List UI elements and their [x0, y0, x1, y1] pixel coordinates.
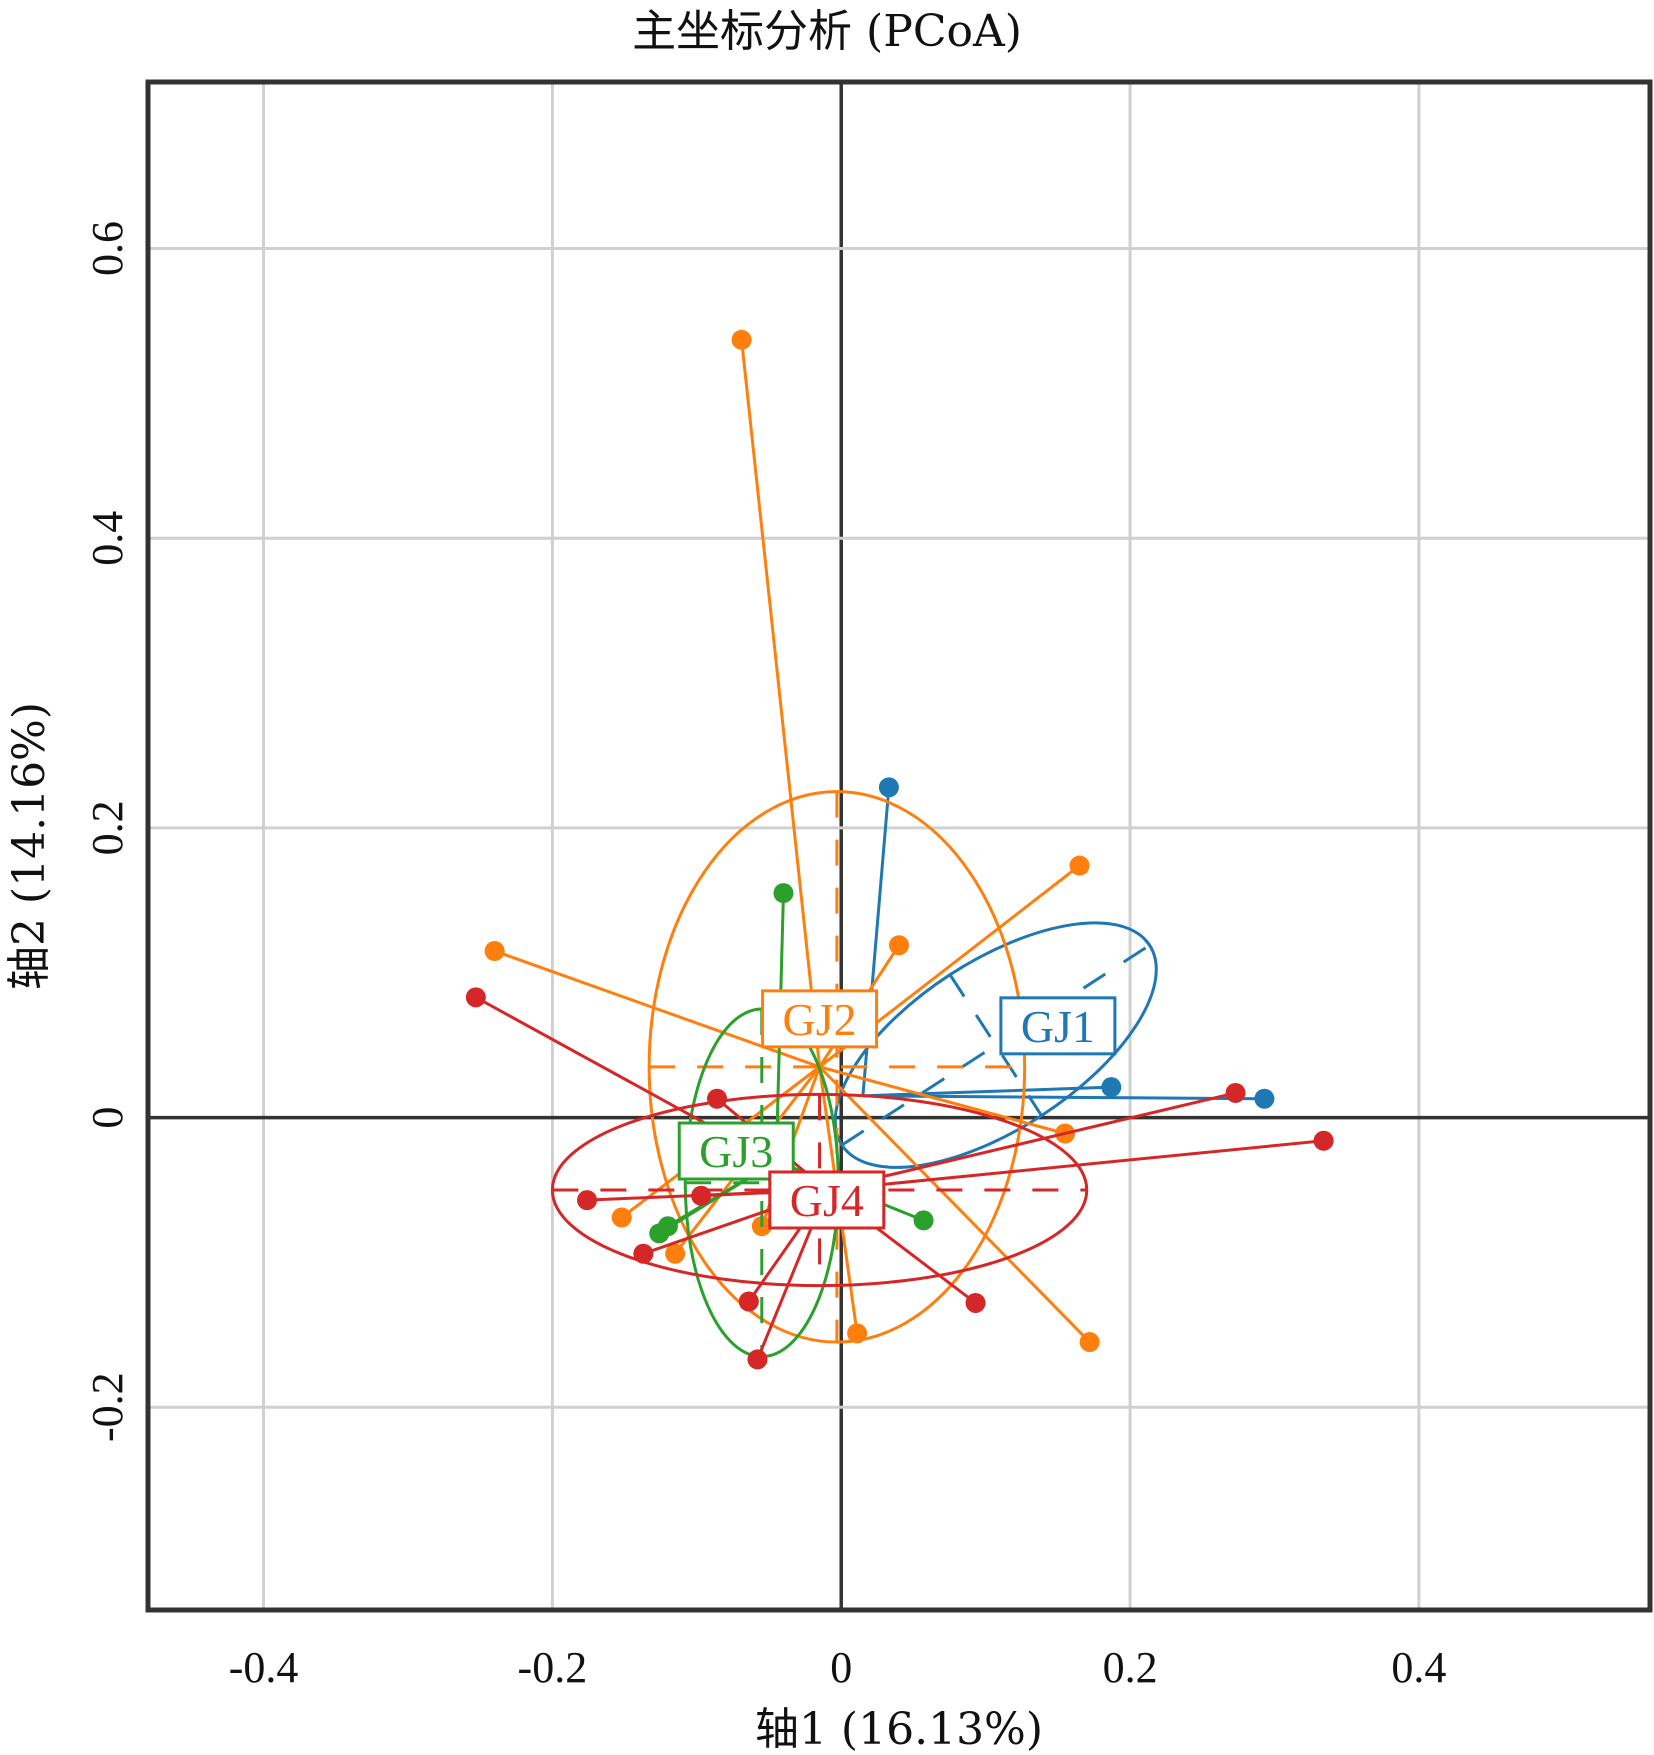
data-point [1313, 1130, 1334, 1151]
x-tick-label: 0.4 [1391, 1643, 1446, 1692]
label-box [768, 1170, 886, 1230]
data-point [738, 1291, 759, 1312]
label-box [999, 996, 1117, 1056]
data-point [965, 1292, 986, 1313]
chart-title: 主坐标分析 (PCoA) [632, 6, 1022, 57]
spoke-line [818, 1065, 1091, 1344]
spoke-line [826, 1139, 1324, 1192]
label-text: GJ2 [783, 994, 857, 1045]
y-tick-label: -0.2 [83, 1372, 132, 1442]
data-point [657, 1216, 678, 1237]
label-text: GJ1 [1021, 1001, 1095, 1052]
plot-groups [465, 329, 1334, 1370]
data-point [1069, 855, 1090, 876]
group-label-gj1: GJ1 [999, 996, 1117, 1056]
y-axis-title: 轴2 (14.16%) [4, 702, 55, 990]
data-point [747, 1349, 768, 1370]
data-point [1079, 1332, 1100, 1353]
x-tick-label: -0.4 [229, 1643, 299, 1692]
data-point [878, 777, 899, 798]
label-text: GJ4 [790, 1175, 864, 1226]
group-label-gj4: GJ4 [768, 1170, 886, 1230]
y-tick-labels: -0.2 0 0.2 0.4 0.6 [83, 221, 132, 1442]
data-point [577, 1190, 598, 1211]
spoke-line [826, 1091, 1236, 1192]
data-point [731, 329, 752, 350]
x-tick-label: -0.2 [518, 1643, 588, 1692]
y-tick-label: 0.6 [83, 221, 132, 276]
data-point [1254, 1088, 1275, 1109]
label-box [677, 1121, 795, 1181]
data-point [707, 1088, 728, 1109]
data-point [665, 1243, 686, 1264]
y-tick-label: 0.4 [83, 511, 132, 566]
data-point [691, 1185, 712, 1206]
group-labels: GJ1 GJ2 GJ3 GJ4 [677, 989, 1117, 1230]
data-point [1101, 1077, 1122, 1098]
plot-frame [145, 79, 1653, 1613]
data-point [847, 1323, 868, 1344]
spoke-line [862, 1085, 1112, 1098]
group-gj4 [465, 987, 1334, 1370]
y-tick-label: 0.2 [83, 800, 132, 855]
data-point [913, 1210, 934, 1231]
data-point [611, 1207, 632, 1228]
label-box [761, 989, 879, 1049]
spoke-line [819, 1065, 1066, 1135]
data-point [465, 987, 486, 1008]
y-tick-label: 0 [83, 1107, 132, 1129]
data-point [1225, 1082, 1246, 1103]
group-label-gj2: GJ2 [761, 989, 879, 1049]
data-point [889, 935, 909, 956]
label-text: GJ3 [699, 1126, 773, 1177]
x-axis-title: 轴1 (16.13%) [755, 1704, 1043, 1755]
x-tick-label: 0 [830, 1643, 852, 1692]
group-label-gj3: GJ3 [677, 1121, 795, 1181]
data-point [484, 941, 505, 962]
grid-lines [148, 82, 1650, 1610]
x-tick-label: 0.2 [1103, 1643, 1158, 1692]
x-tick-labels: -0.4 -0.2 0 0.2 0.4 [229, 1643, 1447, 1692]
ellipse-major-axis [841, 943, 1151, 1147]
spoke-line [740, 339, 822, 1068]
data-point [773, 883, 794, 904]
data-point [633, 1243, 654, 1264]
